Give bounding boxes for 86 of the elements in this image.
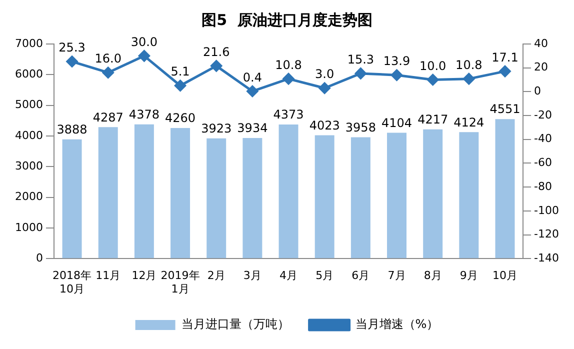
bar — [314, 135, 334, 258]
y-tick-label: 7000 — [14, 36, 43, 50]
x-tick-label: 2月 — [207, 269, 226, 282]
data-label: 15.3 — [347, 52, 374, 67]
data-label: 4260 — [165, 111, 196, 126]
point — [246, 85, 258, 97]
y-tick-label: 4000 — [14, 128, 43, 142]
y2-tick-label: 20 — [534, 60, 548, 74]
data-label: 25.3 — [58, 40, 86, 55]
y-tick-label: 2000 — [14, 190, 43, 204]
point — [427, 74, 439, 86]
x-tick-label: 9月 — [460, 269, 478, 282]
data-label: 3958 — [345, 120, 376, 134]
point — [499, 66, 511, 78]
x-tick-label: 6月 — [352, 269, 370, 282]
data-label: 4104 — [381, 116, 412, 130]
y-tick-label: 1000 — [14, 220, 43, 234]
data-label: 4378 — [128, 108, 160, 122]
data-label: 4023 — [309, 118, 340, 132]
bar — [98, 127, 118, 258]
y-tick-label: 5000 — [14, 98, 43, 112]
x-tick-label: 2019年1月 — [160, 269, 200, 296]
x-tick-label: 10月 — [492, 269, 518, 282]
y2-tick-label: -140 — [534, 251, 560, 264]
data-label: 16.0 — [94, 52, 122, 66]
y2-tick-label: -80 — [534, 180, 552, 193]
data-label: 0.4 — [242, 70, 262, 84]
point — [318, 82, 330, 94]
data-label: 30.0 — [130, 35, 158, 50]
data-label: 5.1 — [170, 64, 190, 79]
bar — [495, 119, 515, 258]
data-label: 10.8 — [275, 58, 302, 72]
bar — [62, 139, 82, 258]
chart-title: 图5 原油进口月度走势图 — [202, 10, 372, 29]
point — [354, 68, 366, 80]
data-label: 3923 — [201, 121, 232, 136]
data-label: 17.1 — [492, 50, 518, 64]
y2-tick-label: -100 — [534, 204, 560, 217]
y-tick-label: 3000 — [14, 159, 43, 172]
data-label: 4373 — [273, 108, 304, 122]
y2-tick-label: 40 — [534, 36, 548, 50]
bar — [423, 129, 443, 258]
bar — [242, 138, 262, 258]
data-label: 10.0 — [419, 58, 446, 73]
bar — [170, 128, 190, 258]
bar — [278, 124, 298, 258]
y2-tick-label: -120 — [534, 228, 560, 241]
x-tick-label: 12月 — [132, 269, 157, 282]
x-tick-label: 4月 — [280, 269, 298, 282]
data-label: 21.6 — [202, 45, 230, 60]
data-label: 3888 — [56, 122, 88, 137]
point — [66, 56, 78, 68]
point — [463, 73, 475, 85]
point — [391, 69, 403, 81]
x-tick-label: 5月 — [316, 269, 334, 282]
point — [282, 73, 294, 85]
data-label: 4551 — [490, 102, 520, 116]
data-label: 4287 — [92, 110, 124, 124]
point — [138, 50, 150, 62]
bar — [206, 138, 226, 258]
data-label: 3.0 — [315, 67, 334, 82]
point — [210, 60, 222, 72]
x-tick-label: 11月 — [96, 269, 121, 282]
x-tick-label: 2018年10月 — [52, 269, 92, 296]
bar — [134, 124, 154, 258]
legend-label: 当月进口量（万吨） — [181, 317, 290, 332]
legend-label: 当月增速（%） — [355, 317, 439, 332]
data-label: 10.8 — [456, 58, 482, 72]
x-tick-label: 3月 — [243, 269, 262, 282]
y-tick-label: 6000 — [14, 68, 43, 81]
y2-tick-label: 0 — [534, 84, 542, 98]
y2-tick-label: -40 — [534, 132, 552, 146]
y-tick-label: 0 — [36, 251, 43, 264]
y2-tick-label: -60 — [534, 156, 552, 170]
data-label: 4217 — [418, 112, 448, 126]
bar — [459, 132, 479, 258]
data-label: 3934 — [237, 121, 268, 136]
x-tick-label: 7月 — [388, 269, 406, 282]
data-label: 13.9 — [383, 54, 410, 68]
bar — [387, 132, 406, 258]
point — [174, 80, 186, 92]
point — [102, 66, 114, 78]
y2-tick-label: -20 — [534, 108, 552, 122]
bar — [350, 137, 370, 258]
x-tick-label: 8月 — [424, 269, 442, 282]
data-label: 4124 — [454, 115, 484, 130]
